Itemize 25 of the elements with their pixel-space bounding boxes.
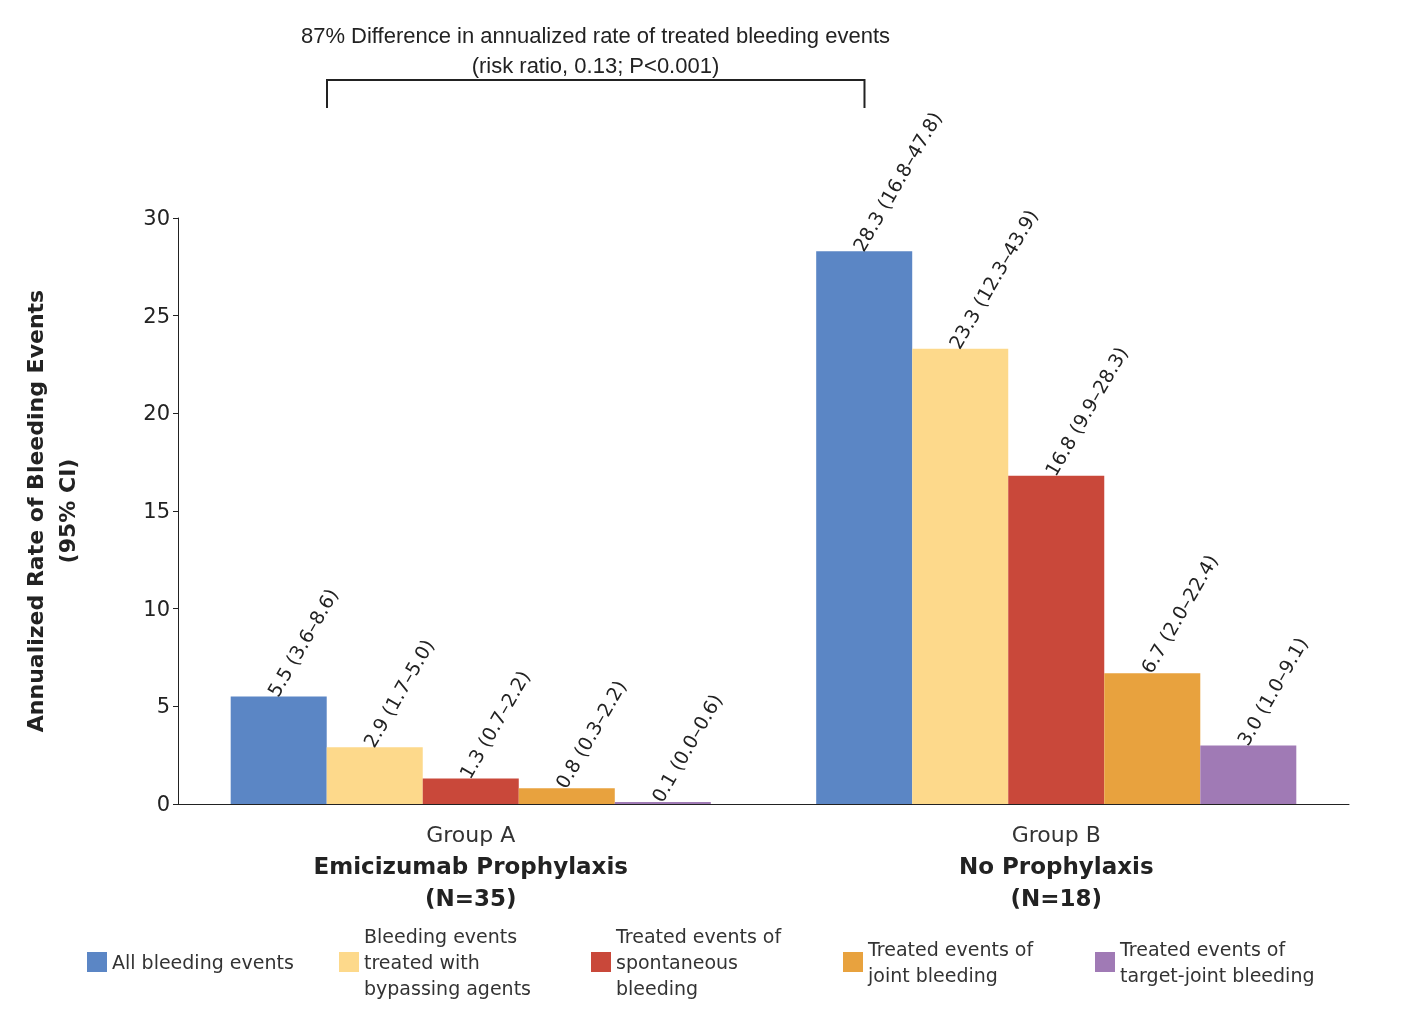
text: 87% Difference in annualized rate of treated bleeding events (risk ratio, 0.13; P<0.001)	[300, 22, 891, 78]
bar	[1104, 673, 1201, 804]
y-tick-label: 15	[143, 499, 170, 523]
legend-label: Bleeding events treated with bypassing agents	[364, 925, 532, 999]
legend-label: All bleeding events	[112, 951, 294, 973]
legend-label: Treated events of joint bleeding	[867, 938, 1040, 986]
bar	[518, 788, 615, 804]
y-tick-label: 10	[143, 596, 170, 621]
y-tick-label: 30	[143, 206, 170, 230]
legend-label: Treated events of spontaneous bleeding	[615, 925, 788, 999]
bar	[816, 251, 913, 804]
bar	[422, 778, 519, 804]
y-tick-label: 0	[156, 792, 170, 816]
x-tick-label: Group A Emicizumab Prophylaxis (N=35)	[313, 821, 628, 911]
y-tick-label: 20	[143, 401, 170, 426]
bar	[1008, 475, 1105, 804]
bar	[326, 747, 423, 804]
bar	[912, 348, 1009, 804]
y-tick-label: 25	[143, 303, 170, 328]
y-axis-title: Annualized Rate of Bleeding Events (95% CI)	[22, 289, 80, 733]
x-tick-label: Group B No Prophylaxis (N=18)	[958, 821, 1154, 911]
bar	[230, 696, 327, 804]
legend-label: Treated events of target-joint bleeding	[1119, 938, 1315, 986]
bar	[1200, 745, 1297, 804]
y-tick-label: 5	[156, 694, 170, 719]
